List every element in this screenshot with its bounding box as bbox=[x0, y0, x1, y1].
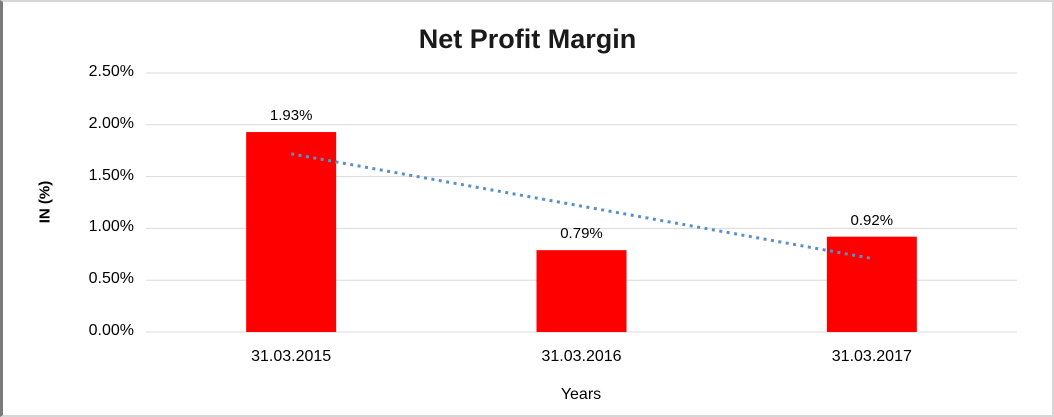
bar bbox=[536, 250, 627, 332]
y-tick-label: 2.50% bbox=[88, 63, 134, 80]
x-axis-title: Years bbox=[560, 386, 602, 403]
y-tick-label: 1.00% bbox=[88, 218, 134, 236]
x-category-label: 31.03.2015 bbox=[251, 348, 332, 365]
bar bbox=[826, 236, 917, 332]
plot-area bbox=[146, 72, 1017, 333]
bar-value-label: 1.93% bbox=[269, 107, 313, 125]
bar-value-label: 0.92% bbox=[850, 211, 894, 229]
y-tick-label: 2.00% bbox=[88, 114, 134, 132]
x-category-label: 31.03.2016 bbox=[541, 348, 622, 365]
y-tick-label: 0.50% bbox=[88, 270, 134, 288]
y-tick-label: 0.00% bbox=[88, 322, 134, 339]
y-tick-label: 1.50% bbox=[88, 166, 134, 184]
chart-title: Net Profit Margin bbox=[418, 24, 637, 54]
trendline bbox=[290, 152, 873, 260]
bar-value-label: 0.79% bbox=[560, 225, 603, 243]
x-category-label: 31.03.2017 bbox=[831, 348, 912, 365]
bar bbox=[246, 132, 337, 332]
